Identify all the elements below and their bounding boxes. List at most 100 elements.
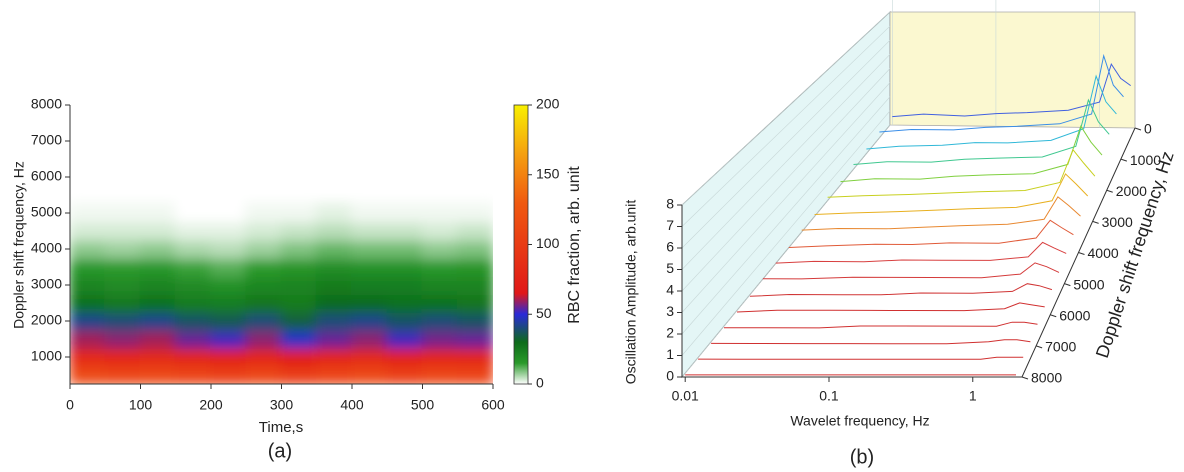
- heat-cell: [245, 257, 283, 277]
- heat-cell: [174, 311, 212, 331]
- heat-cell: [139, 221, 177, 241]
- heat-cell: [139, 365, 177, 384]
- grid-line: [681, 25, 891, 227]
- heat-cell: [456, 347, 493, 367]
- heat-cell: [386, 239, 424, 259]
- heat-cell: [70, 293, 107, 313]
- heat-cell: [245, 275, 283, 295]
- heat-cell: [245, 293, 283, 313]
- depth-tick: [1120, 158, 1128, 162]
- heat-cell: [280, 365, 318, 384]
- heat-cell: [104, 239, 142, 259]
- depth-tick: [1078, 252, 1085, 255]
- colorbar-tick-label: 200: [536, 96, 560, 112]
- spectrum-line: [749, 283, 1053, 297]
- heat-cell: [104, 347, 142, 367]
- spectrum-line: [775, 241, 1067, 264]
- panel-label: (a): [268, 440, 292, 462]
- heat-cell: [351, 365, 389, 384]
- heat-cell: [386, 311, 424, 331]
- y-tick-label: 8: [666, 196, 674, 212]
- spectrum-line: [736, 302, 1045, 313]
- heat-cell: [456, 203, 493, 223]
- y-tick-label: 4000: [31, 240, 62, 256]
- heat-cell: [104, 257, 142, 277]
- heat-cell: [315, 275, 353, 295]
- heat-cell: [315, 347, 353, 367]
- spectrum-line: [788, 219, 1074, 248]
- heat-cell: [315, 329, 353, 349]
- spectrum-line: [892, 62, 1131, 118]
- heat-cell: [421, 347, 459, 367]
- heat-cell: [174, 257, 212, 277]
- heat-cell: [386, 203, 424, 223]
- heat-cell: [456, 275, 493, 295]
- y-tick-label: 2: [666, 325, 674, 341]
- y-tick-label: 6000: [31, 168, 62, 184]
- heat-cell: [104, 365, 142, 384]
- depth-tick-label: 1000: [1130, 152, 1161, 168]
- grid-line: [681, 110, 891, 356]
- heat-cell: [210, 257, 248, 277]
- heat-cell: [456, 239, 493, 259]
- spectrum-line: [698, 356, 1024, 360]
- heat-cell: [245, 365, 283, 384]
- colorbar-tick-label: 150: [536, 165, 560, 181]
- heat-cell: [386, 365, 424, 384]
- y-tick-label: 1000: [31, 348, 62, 364]
- heat-cell: [70, 221, 107, 241]
- heat-cell: [245, 239, 283, 259]
- heat-cell: [386, 293, 424, 313]
- heat-cell: [70, 347, 107, 367]
- heat-cell: [456, 311, 493, 331]
- heat-cell: [315, 203, 353, 223]
- heat-cell: [210, 221, 248, 241]
- heat-cell: [280, 257, 318, 277]
- x-tick-label: 0: [66, 397, 74, 413]
- heat-cell: [104, 329, 142, 349]
- heat-cell: [210, 365, 248, 384]
- heat-cell: [139, 329, 177, 349]
- y-tick-label: 3: [666, 303, 674, 319]
- depth-tick: [1106, 189, 1113, 193]
- heat-cell: [70, 329, 107, 349]
- depth-tick: [1050, 314, 1057, 318]
- x-tick-label: 0.1: [819, 388, 839, 404]
- y-tick-label: 0: [666, 368, 674, 384]
- depth-tick: [1134, 127, 1142, 131]
- heat-cell: [421, 239, 459, 259]
- heat-cell: [280, 347, 318, 367]
- heat-cell: [456, 365, 493, 384]
- y-tick-label: 8000: [31, 96, 62, 112]
- grid-line: [681, 54, 891, 270]
- x-axis-label: Wavelet frequency, Hz: [790, 413, 929, 429]
- y-tick-label: 5: [666, 260, 674, 276]
- heat-cell: [139, 239, 177, 259]
- depth-tick: [1092, 220, 1099, 224]
- heat-cell: [280, 329, 318, 349]
- heat-cell: [351, 275, 389, 295]
- heat-cell: [421, 329, 459, 349]
- heat-cell: [210, 329, 248, 349]
- colorbar-tick-label: 100: [536, 235, 560, 251]
- heat-cell: [351, 311, 389, 331]
- heat-cell: [70, 311, 107, 331]
- heat-cell: [280, 293, 318, 313]
- x-tick-label: 400: [340, 397, 364, 413]
- heat-cell: [456, 293, 493, 313]
- colorbar: [513, 104, 529, 385]
- heat-cell: [351, 293, 389, 313]
- depth-tick-label: 7000: [1045, 339, 1076, 355]
- heat-cell: [456, 257, 493, 277]
- heat-cell: [174, 329, 212, 349]
- spectrum-line: [827, 148, 1096, 198]
- depth-tick: [1035, 345, 1043, 349]
- colorbar-tick-label: 0: [536, 375, 544, 391]
- heat-cell: [421, 203, 459, 223]
- spectrum-line: [840, 125, 1103, 183]
- heat-cell: [104, 275, 142, 295]
- grid-line: [681, 96, 891, 335]
- depth-tick-label: 8000: [1031, 370, 1062, 386]
- heat-cell: [70, 275, 107, 295]
- heat-cell: [280, 275, 318, 295]
